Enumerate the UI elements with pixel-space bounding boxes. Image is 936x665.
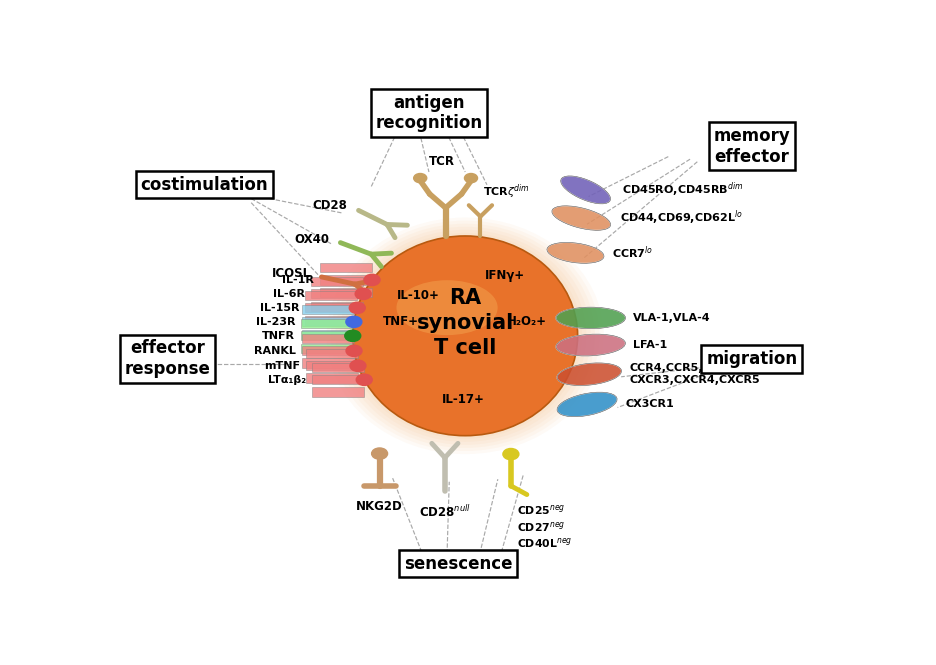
Text: CD44,CD69,CD62L$^{lo}$: CD44,CD69,CD62L$^{lo}$ (620, 209, 742, 227)
Bar (300, 331, 353, 340)
Text: memory
effector: memory effector (713, 127, 790, 166)
Text: mTNF: mTNF (264, 361, 300, 371)
Ellipse shape (335, 223, 595, 448)
Bar (300, 344, 353, 352)
Ellipse shape (561, 176, 610, 204)
Circle shape (503, 448, 519, 460)
Text: IL-23R: IL-23R (256, 317, 296, 327)
Text: H₂O₂+: H₂O₂+ (507, 315, 547, 328)
Bar (301, 305, 354, 314)
Text: antigen
recognition: antigen recognition (375, 94, 482, 132)
Text: LFA-1: LFA-1 (633, 340, 667, 350)
Ellipse shape (552, 206, 610, 230)
Text: LTα₁β₂: LTα₁β₂ (268, 375, 306, 385)
Bar (301, 358, 354, 368)
Ellipse shape (547, 243, 604, 263)
Ellipse shape (353, 236, 578, 436)
Ellipse shape (557, 392, 617, 417)
Circle shape (346, 317, 362, 327)
Bar (305, 303, 358, 313)
Text: IL-17+: IL-17+ (443, 393, 485, 406)
Bar (305, 291, 358, 300)
Text: TCR: TCR (429, 156, 455, 168)
Circle shape (372, 448, 388, 460)
Text: effector
response: effector response (124, 339, 211, 378)
Bar (301, 330, 354, 338)
Circle shape (357, 374, 373, 386)
Bar (312, 388, 364, 396)
Text: CCR4,CCR5,CCR6,
CXCR3,CXCR4,CXCR5: CCR4,CCR5,CCR6, CXCR3,CXCR4,CXCR5 (629, 364, 760, 385)
Ellipse shape (348, 233, 582, 439)
Text: IL-6R: IL-6R (273, 289, 305, 299)
Ellipse shape (327, 217, 604, 454)
Circle shape (344, 331, 360, 341)
Bar (312, 375, 364, 384)
Circle shape (346, 345, 362, 356)
Bar (301, 346, 354, 355)
Text: senescence: senescence (403, 555, 512, 573)
Bar (300, 319, 353, 328)
Ellipse shape (556, 307, 625, 329)
Text: IFNγ+: IFNγ+ (485, 269, 525, 282)
Bar (320, 287, 372, 297)
Text: RA
synovial
T cell: RA synovial T cell (417, 288, 514, 358)
Circle shape (414, 174, 427, 183)
Bar (306, 374, 358, 382)
Text: costimulation: costimulation (140, 176, 268, 194)
Bar (311, 277, 363, 286)
Text: CCR7$^{lo}$: CCR7$^{lo}$ (612, 245, 653, 261)
Bar (311, 289, 363, 299)
Text: CD25$^{neg}$
CD27$^{neg}$
CD40L$^{neg}$: CD25$^{neg}$ CD27$^{neg}$ CD40L$^{neg}$ (517, 503, 572, 550)
Text: RANKL: RANKL (254, 346, 296, 356)
Text: TCR$\zeta$$^{dim}$: TCR$\zeta$$^{dim}$ (483, 183, 530, 201)
Text: CX3CR1: CX3CR1 (625, 400, 674, 410)
Bar (305, 316, 358, 325)
Bar (306, 361, 358, 370)
Text: OX40: OX40 (295, 233, 329, 245)
Bar (301, 334, 354, 343)
Text: CD28: CD28 (313, 200, 347, 212)
Text: IL-10+: IL-10+ (397, 289, 440, 303)
Text: VLA-1,VLA-4: VLA-1,VLA-4 (633, 313, 710, 323)
Circle shape (349, 302, 365, 313)
Bar (311, 301, 363, 311)
Text: ICOSL: ICOSL (272, 267, 312, 281)
Ellipse shape (557, 363, 622, 386)
Text: CD45RO,CD45RB$^{dim}$: CD45RO,CD45RB$^{dim}$ (622, 181, 743, 200)
Ellipse shape (556, 334, 625, 356)
Ellipse shape (331, 221, 599, 451)
Bar (312, 363, 364, 372)
Ellipse shape (340, 227, 591, 445)
Bar (320, 275, 372, 285)
Circle shape (355, 288, 372, 299)
Text: NKG2D: NKG2D (357, 499, 403, 513)
Ellipse shape (344, 230, 586, 442)
Text: TNFR: TNFR (262, 331, 295, 341)
Bar (301, 317, 354, 327)
Text: IL-15R: IL-15R (259, 303, 300, 313)
Text: CD28$^{null}$: CD28$^{null}$ (419, 504, 471, 519)
Text: TNF+: TNF+ (384, 315, 419, 328)
Bar (306, 349, 358, 358)
Circle shape (464, 174, 477, 183)
Text: migration: migration (706, 350, 797, 368)
Bar (320, 263, 372, 272)
Text: IL-1R: IL-1R (282, 275, 314, 285)
Circle shape (364, 274, 380, 285)
Ellipse shape (397, 280, 498, 335)
Circle shape (350, 360, 366, 372)
